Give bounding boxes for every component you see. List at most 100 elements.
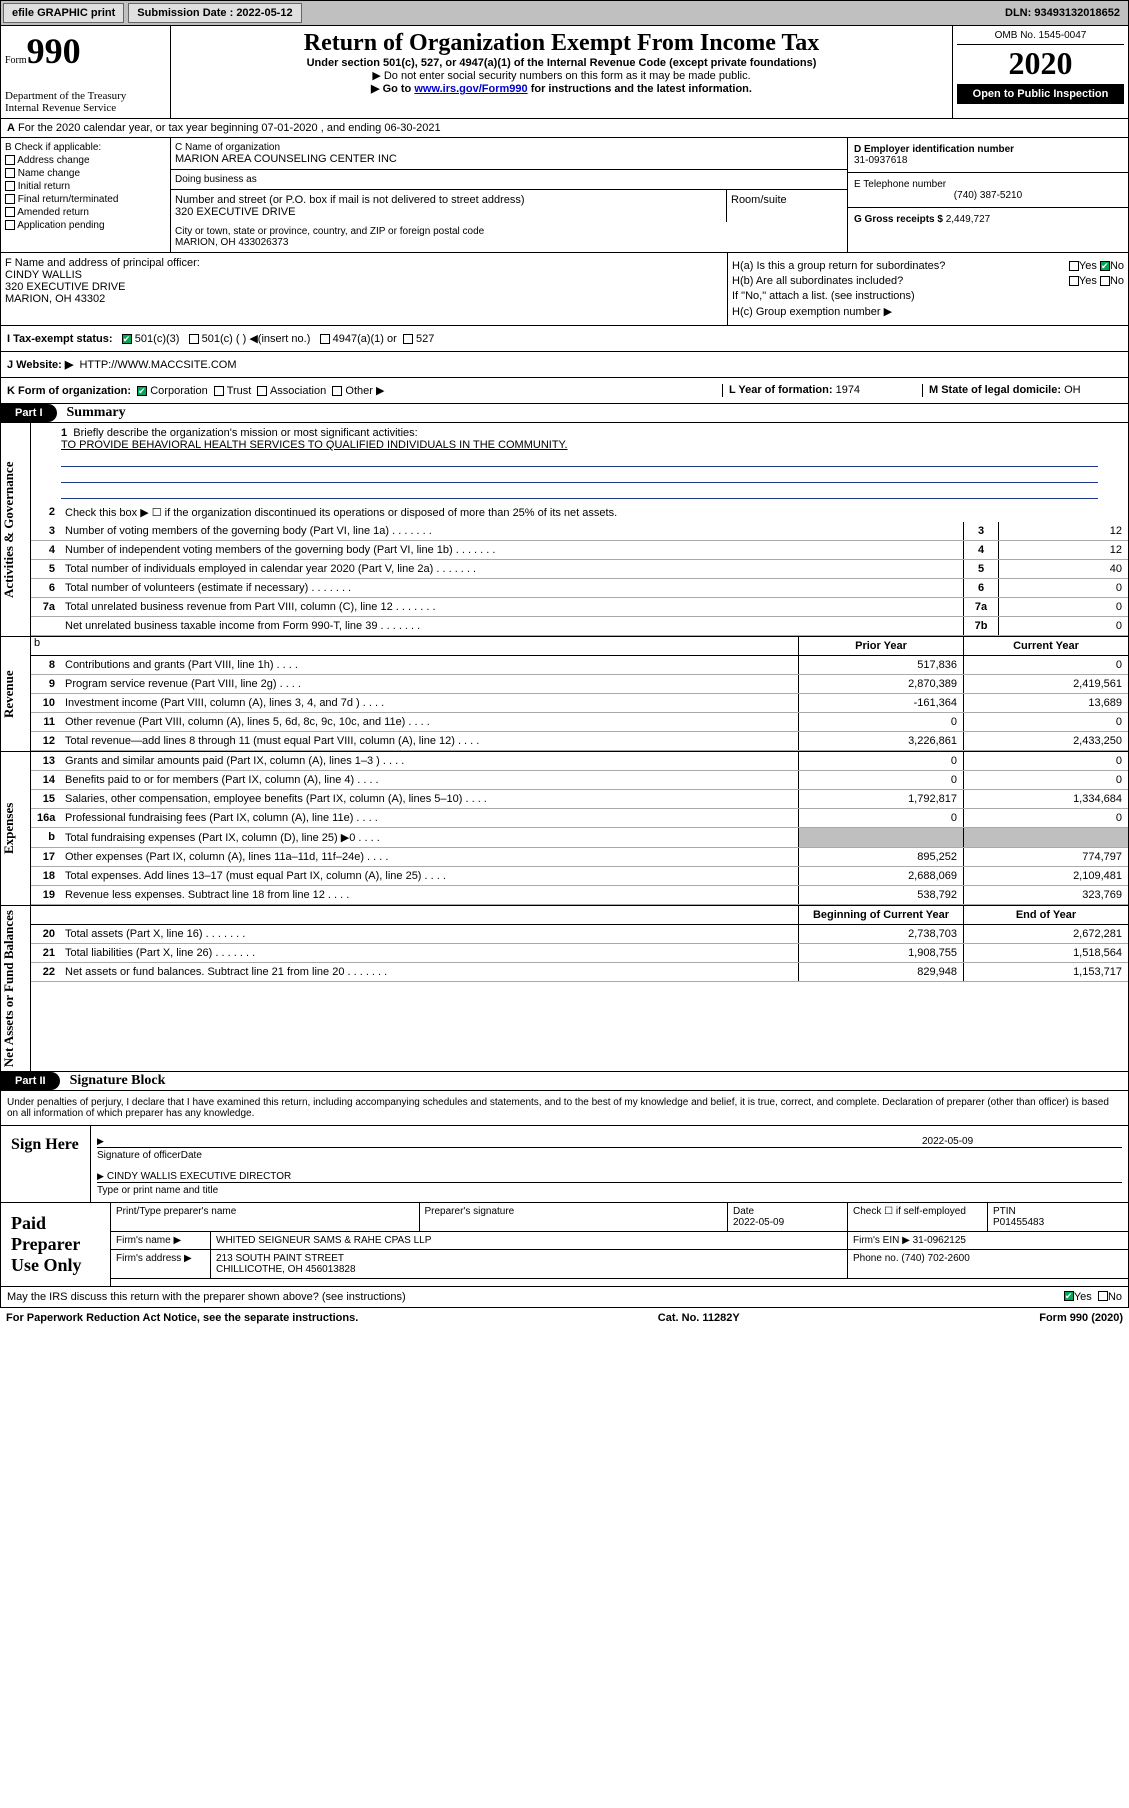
gross-receipts-cell: G Gross receipts $ 2,449,727 xyxy=(848,208,1128,231)
chk-527[interactable] xyxy=(403,334,413,344)
discuss-label: May the IRS discuss this return with the… xyxy=(7,1291,406,1303)
lbl-corp: Corporation xyxy=(150,385,207,397)
year-formation: 1974 xyxy=(836,384,860,396)
ha-no-chk[interactable] xyxy=(1100,261,1110,271)
form-title: Return of Organization Exempt From Incom… xyxy=(175,30,948,57)
sub3-post: for instructions and the latest informat… xyxy=(528,83,752,95)
rev-row: 9Program service revenue (Part VIII, lin… xyxy=(31,675,1128,694)
chk-name-change[interactable]: Name change xyxy=(5,168,166,179)
lbl-final-return: Final return/terminated xyxy=(18,194,119,205)
addr-val1: 213 SOUTH PAINT STREET xyxy=(216,1253,344,1264)
chk-corp[interactable] xyxy=(137,386,147,396)
form-id-cell: Form990 Department of the Treasury Inter… xyxy=(1,26,171,118)
net-assets-section: Net Assets or Fund Balances Beginning of… xyxy=(0,906,1129,1072)
ha-label: H(a) Is this a group return for subordin… xyxy=(732,260,945,272)
lbl-4947: 4947(a)(1) or xyxy=(333,333,397,345)
chk-501c[interactable] xyxy=(189,334,199,344)
submission-date-button[interactable]: Submission Date : 2022-05-12 xyxy=(128,3,301,23)
hb-note: If "No," attach a list. (see instruction… xyxy=(732,290,1124,302)
exp-row: 15Salaries, other compensation, employee… xyxy=(31,790,1128,809)
addr-value: 320 EXECUTIVE DRIVE xyxy=(175,206,722,218)
governance-sidelabel: Activities & Governance xyxy=(1,423,31,636)
box-fh: F Name and address of principal officer:… xyxy=(0,253,1129,326)
exp-row: 17Other expenses (Part IX, column (A), l… xyxy=(31,848,1128,867)
part2-pill: Part II xyxy=(1,1072,60,1090)
lbl-application-pending: Application pending xyxy=(17,220,104,231)
ein-val: 31-0962125 xyxy=(913,1235,966,1246)
gov-row: 4Number of independent voting members of… xyxy=(31,541,1128,560)
city-value: MARION, OH 433026373 xyxy=(175,237,843,248)
website-value: HTTP://WWW.MACCSITE.COM xyxy=(79,359,236,371)
prior-year-hdr: Prior Year xyxy=(798,637,963,655)
chk-initial-return[interactable]: Initial return xyxy=(5,181,166,192)
discuss-no-chk[interactable] xyxy=(1098,1291,1108,1301)
lbl-527: 527 xyxy=(416,333,434,345)
exp-row: bTotal fundraising expenses (Part IX, co… xyxy=(31,828,1128,848)
chk-address-change[interactable]: Address change xyxy=(5,155,166,166)
open-public-badge: Open to Public Inspection xyxy=(957,84,1124,104)
hb-yes-lbl: Yes xyxy=(1079,275,1097,287)
q1-label: Briefly describe the organization's miss… xyxy=(73,427,417,439)
dln-label: DLN: 93493132018652 xyxy=(997,4,1128,22)
net-row: 21Total liabilities (Part X, line 26) . … xyxy=(31,944,1128,963)
mission-block: 1 Briefly describe the organization's mi… xyxy=(31,423,1128,503)
exp-row: 14Benefits paid to or for members (Part … xyxy=(31,771,1128,790)
discuss-yes-chk[interactable] xyxy=(1064,1291,1074,1301)
form-number: 990 xyxy=(27,31,81,71)
topbar: efile GRAPHIC print Submission Date : 20… xyxy=(0,0,1129,26)
l-label: L Year of formation: xyxy=(729,384,833,396)
rev-row: 11Other revenue (Part VIII, column (A), … xyxy=(31,713,1128,732)
chk-application-pending[interactable]: Application pending xyxy=(5,220,166,231)
expenses-sidelabel: Expenses xyxy=(1,752,31,905)
ha-row: H(a) Is this a group return for subordin… xyxy=(732,260,1124,272)
chk-trust[interactable] xyxy=(214,386,224,396)
boc-hdr: Beginning of Current Year xyxy=(798,906,963,924)
chk-4947[interactable] xyxy=(320,334,330,344)
net-assets-sidelabel: Net Assets or Fund Balances xyxy=(1,906,31,1071)
instructions-link[interactable]: www.irs.gov/Form990 xyxy=(414,83,527,95)
org-name-cell: C Name of organization MARION AREA COUNS… xyxy=(171,138,847,170)
hc-row: H(c) Group exemption number ▶ xyxy=(732,305,1124,318)
hb-yes-chk[interactable] xyxy=(1069,276,1079,286)
preparer-hdr-row: Print/Type preparer's name Preparer's si… xyxy=(111,1203,1128,1232)
gov-row: 3Number of voting members of the governi… xyxy=(31,522,1128,541)
omb-number: OMB No. 1545-0047 xyxy=(957,30,1124,45)
j-label: J Website: ▶ xyxy=(7,359,73,371)
eoy-hdr: End of Year xyxy=(963,906,1128,924)
room-label: Room/suite xyxy=(727,190,847,222)
hb-no-lbl: No xyxy=(1110,275,1124,287)
chk-assoc[interactable] xyxy=(257,386,267,396)
page-footer: For Paperwork Reduction Act Notice, see … xyxy=(0,1308,1129,1328)
lbl-initial-return: Initial return xyxy=(18,181,70,192)
phone-lbl: Phone no. xyxy=(853,1253,899,1264)
chk-final-return[interactable]: Final return/terminated xyxy=(5,194,166,205)
address-row: Number and street (or P.O. box if mail i… xyxy=(171,190,847,222)
chk-501c3[interactable] xyxy=(122,334,132,344)
paid-preparer-label: Paid Preparer Use Only xyxy=(1,1203,111,1286)
chk-other[interactable] xyxy=(332,386,342,396)
org-info-box: B Check if applicable: Address change Na… xyxy=(0,138,1129,253)
chk-amended-return[interactable]: Amended return xyxy=(5,207,166,218)
part1-pill: Part I xyxy=(1,404,57,422)
g-label: G Gross receipts $ xyxy=(854,214,943,225)
net-col-hdr: Beginning of Current Year End of Year xyxy=(31,906,1128,925)
efile-button[interactable]: efile GRAPHIC print xyxy=(3,3,124,23)
net-row: 22Net assets or fund balances. Subtract … xyxy=(31,963,1128,982)
m-label: M State of legal domicile: xyxy=(929,384,1061,396)
officer-cell: F Name and address of principal officer:… xyxy=(1,253,728,325)
firm-lbl: Firm's name ▶ xyxy=(111,1232,211,1249)
part2-title: Signature Block xyxy=(60,1073,166,1089)
d-label: D Employer identification number xyxy=(854,144,1122,155)
q2-text: Check this box ▶ ☐ if the organization d… xyxy=(61,503,1128,522)
header-sub3: ▶ Go to www.irs.gov/Form990 for instruct… xyxy=(175,82,948,95)
declaration-text: Under penalties of perjury, I declare th… xyxy=(0,1091,1129,1126)
ha-yes-chk[interactable] xyxy=(1069,261,1079,271)
firm-val: WHITED SEIGNEUR SAMS & RAHE CPAS LLP xyxy=(211,1232,848,1249)
hb-label: H(b) Are all subordinates included? xyxy=(732,275,903,287)
lbl-trust: Trust xyxy=(227,385,252,397)
k-label: K Form of organization: xyxy=(7,385,131,397)
hb-no-chk[interactable] xyxy=(1100,276,1110,286)
lbl-assoc: Association xyxy=(270,385,326,397)
org-form-row: K Form of organization: Corporation Trus… xyxy=(0,378,1129,404)
governance-section: Activities & Governance 1 Briefly descri… xyxy=(0,423,1129,637)
